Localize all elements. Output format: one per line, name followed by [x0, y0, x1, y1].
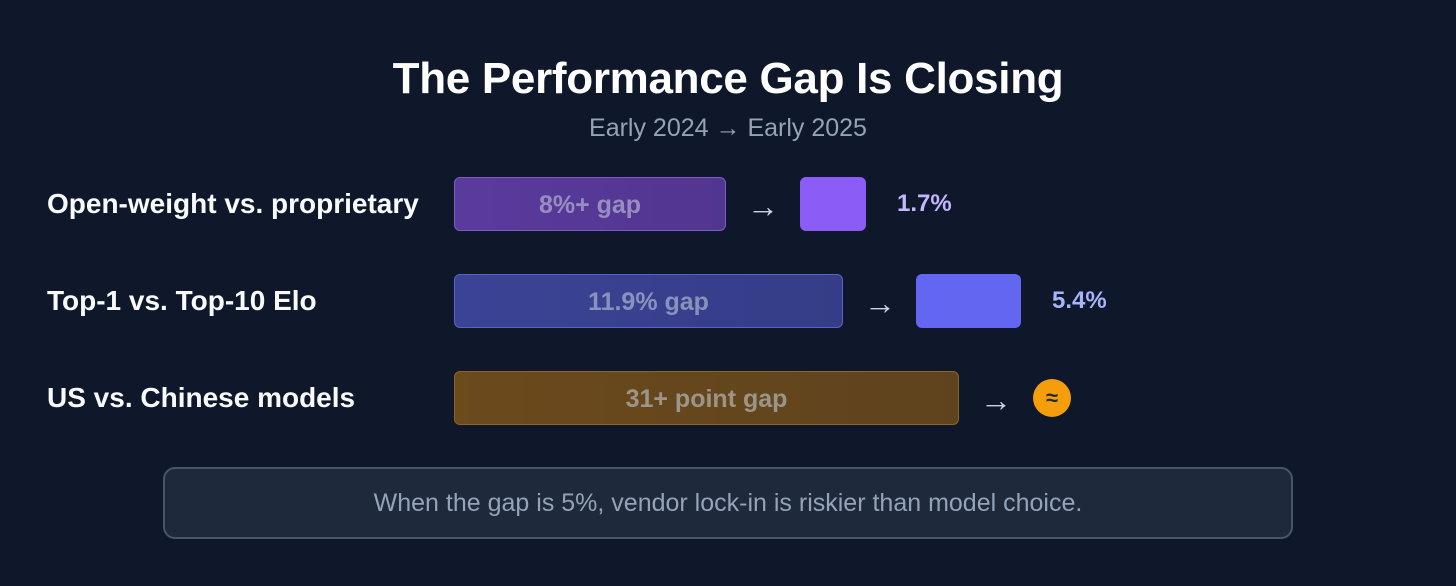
- row-label: US vs. Chinese models: [47, 382, 356, 413]
- arrow-icon: →: [864, 285, 896, 321]
- before-gap-bar: 31+ point gap: [454, 371, 959, 425]
- gap-row-open-weight: Open-weight vs. proprietary 8%+ gap → 1.…: [0, 177, 1456, 231]
- gap-row-top-elo: Top-1 vs. Top-10 Elo 11.9% gap → 5.4%: [0, 274, 1456, 328]
- takeaway-callout: When the gap is 5%, vendor lock-in is ri…: [163, 467, 1293, 539]
- row-label: Open-weight vs. proprietary: [47, 188, 419, 219]
- after-gap-bar: [916, 274, 1021, 328]
- before-gap-bar: 11.9% gap: [454, 274, 843, 328]
- arrow-icon: →: [747, 188, 779, 224]
- before-gap-bar: 8%+ gap: [454, 177, 726, 231]
- after-gap-value: 5.4%: [1052, 287, 1107, 314]
- after-gap-value: 1.7%: [897, 190, 952, 217]
- chart-title: The Performance Gap Is Closing: [392, 54, 1064, 103]
- chart-subtitle: Early 2024 → Early 2025: [589, 114, 867, 142]
- arrow-icon: →: [980, 382, 1012, 418]
- gap-row-us-china: US vs. Chinese models 31+ point gap → ≈: [0, 371, 1456, 425]
- after-gap-bar: [800, 177, 866, 231]
- approximately-equal-icon: ≈: [1033, 379, 1071, 417]
- row-label: Top-1 vs. Top-10 Elo: [47, 285, 317, 316]
